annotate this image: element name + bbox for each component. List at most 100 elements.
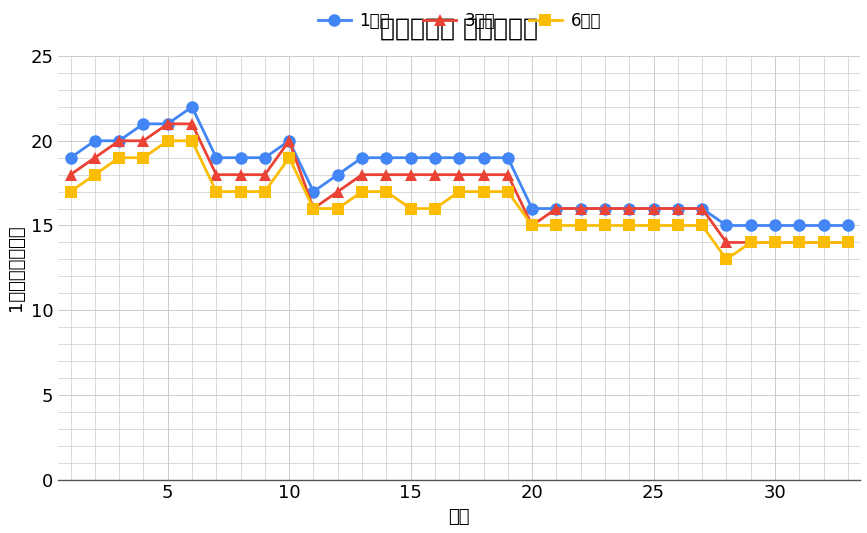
1か月	[503, 155, 513, 161]
6か月	[235, 188, 245, 195]
1か月	[333, 172, 343, 178]
1か月	[211, 155, 221, 161]
1か月	[673, 205, 683, 212]
6か月	[818, 239, 829, 246]
1か月	[284, 138, 295, 144]
6か月	[770, 239, 780, 246]
3か月	[333, 188, 343, 195]
Line: 6か月: 6か月	[65, 135, 853, 265]
6か月	[649, 222, 659, 229]
3か月	[527, 222, 538, 229]
1か月	[818, 222, 829, 229]
1か月	[843, 222, 853, 229]
6か月	[624, 222, 635, 229]
3か月	[162, 120, 173, 127]
3か月	[284, 138, 295, 144]
6か月	[357, 188, 368, 195]
6か月	[114, 155, 124, 161]
6か月	[284, 155, 295, 161]
6か月	[333, 205, 343, 212]
1か月	[406, 155, 416, 161]
6か月	[381, 188, 392, 195]
3か月	[309, 205, 319, 212]
1か月	[65, 155, 75, 161]
3か月	[551, 205, 562, 212]
1か月	[794, 222, 805, 229]
3か月	[211, 172, 221, 178]
6か月	[186, 138, 197, 144]
3か月	[235, 172, 245, 178]
6か月	[430, 205, 440, 212]
6か月	[162, 138, 173, 144]
1か月	[454, 155, 465, 161]
1か月	[259, 155, 270, 161]
Title: 東京メトロ 通勤定期券: 東京メトロ 通勤定期券	[381, 16, 538, 40]
3か月	[624, 205, 635, 212]
1か月	[162, 120, 173, 127]
3か月	[259, 172, 270, 178]
3か月	[430, 172, 440, 178]
1か月	[138, 120, 148, 127]
3か月	[381, 172, 392, 178]
1か月	[357, 155, 368, 161]
6か月	[673, 222, 683, 229]
6か月	[576, 222, 586, 229]
6か月	[454, 188, 465, 195]
3か月	[818, 239, 829, 246]
6か月	[479, 188, 489, 195]
1か月	[89, 138, 100, 144]
1か月	[649, 205, 659, 212]
1か月	[114, 138, 124, 144]
1か月	[551, 205, 562, 212]
3か月	[503, 172, 513, 178]
3か月	[89, 155, 100, 161]
3か月	[479, 172, 489, 178]
6か月	[211, 188, 221, 195]
3か月	[454, 172, 465, 178]
6か月	[527, 222, 538, 229]
1か月	[746, 222, 756, 229]
Line: 3か月: 3か月	[64, 118, 854, 249]
1か月	[235, 155, 245, 161]
3か月	[138, 138, 148, 144]
X-axis label: 距離: 距離	[448, 508, 470, 526]
3か月	[576, 205, 586, 212]
1か月	[430, 155, 440, 161]
3か月	[794, 239, 805, 246]
6か月	[721, 256, 732, 263]
1か月	[770, 222, 780, 229]
1か月	[186, 104, 197, 110]
6か月	[746, 239, 756, 246]
1か月	[381, 155, 392, 161]
3か月	[114, 138, 124, 144]
6か月	[697, 222, 707, 229]
3か月	[600, 205, 610, 212]
6か月	[138, 155, 148, 161]
1か月	[697, 205, 707, 212]
3か月	[186, 120, 197, 127]
3か月	[65, 172, 75, 178]
3か月	[721, 239, 732, 246]
3か月	[770, 239, 780, 246]
1か月	[624, 205, 635, 212]
1か月	[479, 155, 489, 161]
6か月	[65, 188, 75, 195]
3か月	[746, 239, 756, 246]
6か月	[600, 222, 610, 229]
1か月	[576, 205, 586, 212]
Legend: 1か月, 3か月, 6か月: 1か月, 3か月, 6か月	[311, 5, 608, 36]
3か月	[697, 205, 707, 212]
6か月	[794, 239, 805, 246]
6か月	[551, 222, 562, 229]
3か月	[357, 172, 368, 178]
6か月	[406, 205, 416, 212]
6か月	[89, 172, 100, 178]
1か月	[600, 205, 610, 212]
1か月	[309, 188, 319, 195]
Line: 1か月: 1か月	[64, 101, 854, 232]
Y-axis label: 1か月の通勤日数: 1か月の通勤日数	[7, 224, 25, 311]
1か月	[527, 205, 538, 212]
1か月	[721, 222, 732, 229]
3か月	[843, 239, 853, 246]
3か月	[406, 172, 416, 178]
